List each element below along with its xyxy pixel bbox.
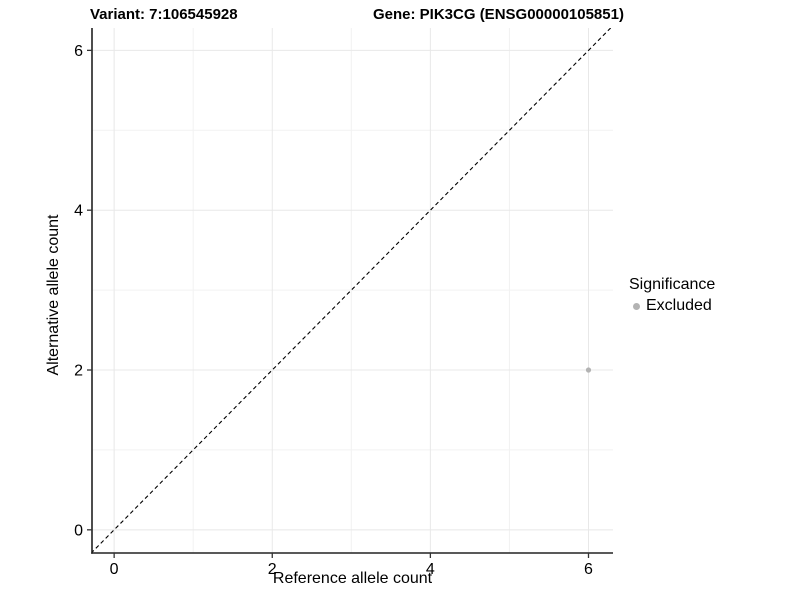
x-tick-label: 6 (584, 561, 593, 578)
identity-line (92, 28, 612, 553)
x-tick-label: 0 (110, 561, 119, 578)
y-tick-label: 6 (74, 43, 83, 60)
legend-title: Significance (629, 276, 716, 293)
x-tick-label: 4 (426, 561, 435, 578)
y-tick-label: 4 (74, 203, 83, 220)
legend: Significance Excluded (629, 276, 715, 315)
excluded-point-icon (633, 302, 640, 310)
gene-title: Gene: PIK3CG (ENSG00000105851) (373, 6, 624, 23)
y-axis-title: Alternative allele count (45, 214, 62, 376)
y-tick-label: 2 (74, 363, 83, 380)
legend-entry-label: Excluded (646, 297, 712, 314)
x-axis-title: Reference allele count (272, 570, 433, 587)
x-tick-label: 2 (268, 561, 277, 578)
data-point (585, 367, 592, 373)
y-tick-label: 0 (74, 522, 83, 539)
legend-entry-excluded: Excluded (629, 297, 715, 315)
variant-title: Variant: 7:106545928 (90, 6, 238, 23)
